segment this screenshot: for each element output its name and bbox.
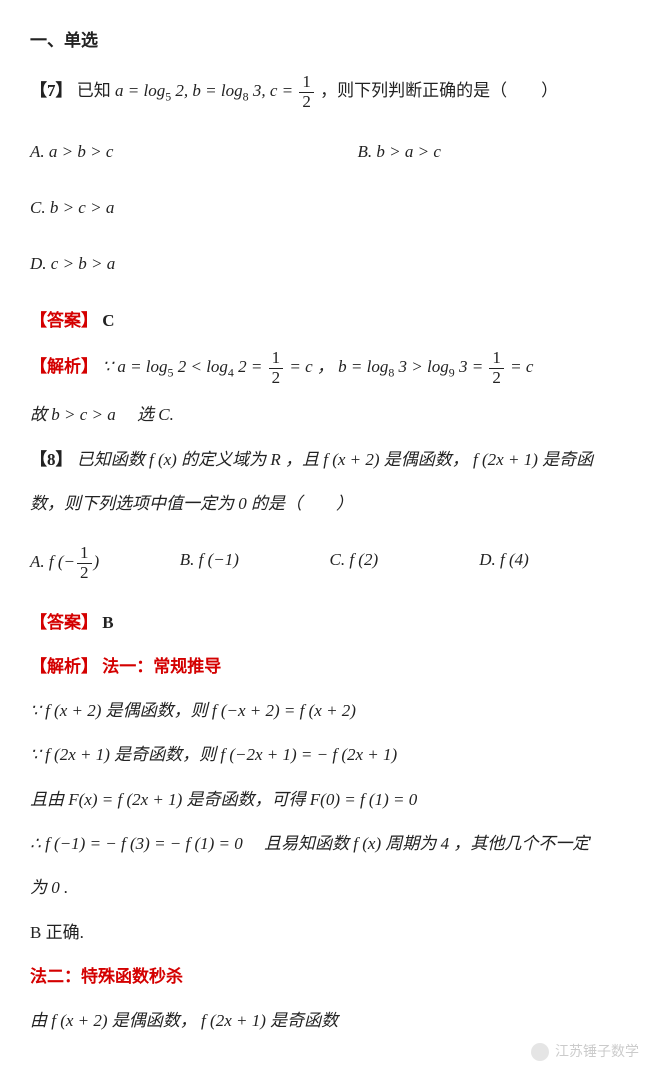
q8-opt-c: C. f (2) xyxy=(330,544,480,582)
fraction: 1 2 xyxy=(489,349,504,387)
wechat-icon xyxy=(531,1043,549,1061)
frac-den: 2 xyxy=(77,564,92,583)
q7-opt-c: C. b > c > a xyxy=(30,192,150,224)
q8-opt-b: B. f (−1) xyxy=(180,544,330,582)
q8-method1-head: 【解析】 法一：常规推导 xyxy=(30,651,629,683)
q8-s3: 且由 F(x) = f (2x + 1) 是奇函数，可得 F(0) = f (1… xyxy=(30,784,629,816)
frac-num: 1 xyxy=(299,73,314,93)
q7-stem-post: ，则下列判断正确的是（ ） xyxy=(320,81,558,100)
q8-stem-l2: 数，则下列选项中值一定为 0 的是（ ） xyxy=(30,488,629,520)
frac-den: 2 xyxy=(489,369,504,388)
answer-value: C xyxy=(102,311,114,330)
q8-stem-text1: 已知函数 f (x) 的定义域为 R ，且 f (x + 2) 是偶函数， f … xyxy=(77,450,593,469)
frac-num: 1 xyxy=(77,544,92,564)
method1-title: 法一：常规推导 xyxy=(102,657,221,676)
q7-analysis1: 【解析】 ∵ a = log5 2 < log4 2 = 1 2 = c ， b… xyxy=(30,349,629,387)
analysis-label: 【解析】 xyxy=(30,657,98,676)
method2-title: 法二：特殊函数秒杀 xyxy=(30,961,629,993)
q7-stem-pre: 已知 xyxy=(77,81,115,100)
q7-opt-a: A. a > b > c xyxy=(30,136,318,168)
fraction: 1 2 xyxy=(269,349,284,387)
q8-opt-a-post: ) xyxy=(94,552,100,571)
q8-s6: B 正确. xyxy=(30,917,629,949)
q8-stem-l1: 【8】 已知函数 f (x) 的定义域为 R ，且 f (x + 2) 是偶函数… xyxy=(30,444,629,476)
q8-options: A. f (−12) B. f (−1) C. f (2) D. f (4) xyxy=(30,532,629,594)
frac-den: 2 xyxy=(299,93,314,112)
q7-stem: 【7】 已知 a = log5 2, b = log8 3, c = 1 2 ，… xyxy=(30,73,629,111)
q8-answer: 【答案】 B xyxy=(30,607,629,639)
answer-value: B xyxy=(102,613,113,632)
answer-label: 【答案】 xyxy=(30,613,98,632)
q7-opt-b: B. b > a > c xyxy=(358,136,514,168)
q8-opt-a-pre: A. f (− xyxy=(30,552,75,571)
q8-m2-s1: 由 f (x + 2) 是偶函数， f (2x + 1) 是奇函数 xyxy=(30,1005,629,1037)
watermark-text: 江苏锤子数学 xyxy=(555,1043,639,1059)
frac-num: 1 xyxy=(269,349,284,369)
section-title: 一、单选 xyxy=(30,25,629,57)
analysis-label: 【解析】 xyxy=(30,357,98,376)
q7-step1c: = c xyxy=(510,357,533,376)
fraction: 1 2 xyxy=(299,73,314,111)
q7-answer: 【答案】 C xyxy=(30,305,629,337)
q8-s5: 为 0 . xyxy=(30,872,629,904)
fraction: 12 xyxy=(77,544,92,582)
q7-step1a: ∵ a = log5 2 < log4 2 = xyxy=(102,357,266,376)
q7-opt-d: D. c > b > a xyxy=(30,248,589,280)
answer-label: 【答案】 xyxy=(30,311,98,330)
q7-stem-math: a = log5 2, b = log8 3, c = xyxy=(115,81,297,100)
q8-s2: ∵ f (2x + 1) 是奇函数，则 f (−2x + 1) = − f (2… xyxy=(30,739,629,771)
q7-number: 【7】 xyxy=(30,81,73,100)
q8-opt-a: A. f (−12) xyxy=(30,544,180,582)
frac-num: 1 xyxy=(489,349,504,369)
q8-opt-d: D. f (4) xyxy=(479,544,629,582)
q7-step1b: = c ， b = log8 3 > log9 3 = xyxy=(289,357,487,376)
watermark: 江苏锤子数学 xyxy=(531,1038,639,1065)
q8-number: 【8】 xyxy=(30,450,73,469)
q7-step2: 故 b > c > a 选 C. xyxy=(30,399,629,431)
frac-den: 2 xyxy=(269,369,284,388)
q8-s1: ∵ f (x + 2) 是偶函数，则 f (−x + 2) = f (x + 2… xyxy=(30,695,629,727)
q8-s4: ∴ f (−1) = − f (3) = − f (1) = 0 且易知函数 f… xyxy=(30,828,629,860)
q7-options: A. a > b > c B. b > a > c C. b > c > a D… xyxy=(30,124,629,293)
